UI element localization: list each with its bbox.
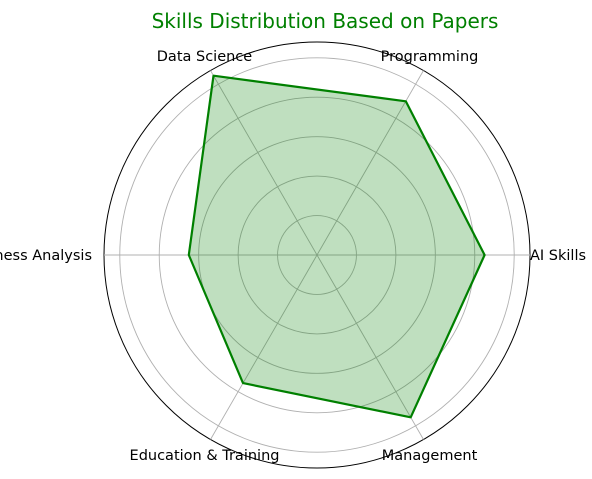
axis-label: Business Analysis [0,248,92,264]
axis-label: Programming [381,49,479,65]
axis-label: Data Science [157,49,253,65]
axis-label: Education & Training [130,448,280,464]
axis-label: Management [382,448,478,464]
chart-title: Skills Distribution Based on Papers [152,9,499,33]
radar-grid [103,41,531,469]
axis-label: AI Skills [530,248,586,264]
grid-spoke [210,70,318,256]
grid-spoke [210,254,318,440]
series-area [187,74,486,419]
radar-series [187,74,486,419]
axis-labels: AI Skills Programming Data Science Business… [0,49,586,464]
grid-spoke [316,254,424,440]
